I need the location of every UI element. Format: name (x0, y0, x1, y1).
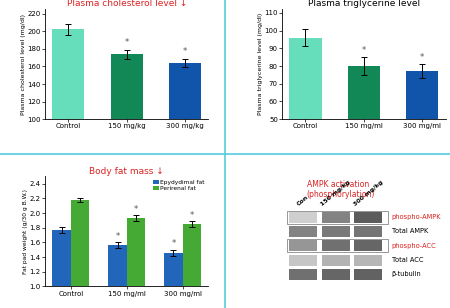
Text: *: * (134, 205, 138, 214)
Bar (322, 226, 350, 237)
Bar (322, 269, 350, 280)
Bar (322, 212, 350, 223)
Bar (354, 254, 382, 265)
Text: Con: Con (297, 195, 310, 207)
Bar (53, 230, 71, 308)
Bar (53, 30, 85, 207)
Bar (127, 218, 145, 308)
Text: 300 mg/kg: 300 mg/kg (352, 180, 384, 207)
Bar (406, 71, 438, 208)
Bar (108, 245, 127, 308)
Text: phospho-AMPK: phospho-AMPK (392, 214, 441, 220)
Bar (289, 212, 317, 223)
Text: Total AMPK: Total AMPK (392, 229, 428, 234)
Text: *: * (362, 47, 366, 55)
Title: Body fat mass ↓: Body fat mass ↓ (90, 167, 164, 176)
Bar (289, 240, 317, 251)
Y-axis label: Plasma cholesterol level (mg/dl): Plasma cholesterol level (mg/dl) (21, 14, 26, 115)
Text: Total ACC: Total ACC (392, 257, 423, 263)
Text: *: * (171, 239, 176, 248)
Bar (183, 224, 201, 308)
Text: *: * (420, 54, 424, 63)
Bar (354, 226, 382, 237)
Bar (289, 254, 317, 265)
Bar (71, 200, 89, 308)
Text: AMPK activation
(phosphorylation): AMPK activation (phosphorylation) (306, 180, 375, 199)
Bar (322, 240, 350, 251)
Legend: Epydydimal fat, Perirenal fat: Epydydimal fat, Perirenal fat (153, 179, 206, 192)
Text: phospho-ACC: phospho-ACC (392, 243, 436, 249)
Bar (289, 226, 317, 237)
Y-axis label: Plasma triglycerine level (mg/dl): Plasma triglycerine level (mg/dl) (258, 13, 263, 116)
Bar (289, 38, 321, 208)
Text: *: * (115, 232, 120, 241)
Y-axis label: Fat pad weight (g/30 g B.W.): Fat pad weight (g/30 g B.W.) (23, 189, 28, 274)
Title: Plasma triglycerine level: Plasma triglycerine level (308, 0, 420, 8)
Text: β-tubulin: β-tubulin (392, 271, 421, 277)
Bar (164, 253, 183, 308)
Bar (348, 66, 380, 208)
Bar (111, 54, 143, 207)
Text: 150 mg/kg: 150 mg/kg (320, 180, 351, 207)
Text: *: * (125, 38, 129, 47)
Bar (354, 240, 382, 251)
Bar (354, 269, 382, 280)
Bar (322, 254, 350, 265)
Bar (354, 212, 382, 223)
Title: Plasma cholesterol level ↓: Plasma cholesterol level ↓ (67, 0, 187, 8)
Text: *: * (190, 211, 194, 220)
Bar (289, 269, 317, 280)
Text: *: * (183, 47, 187, 56)
Bar (169, 63, 201, 207)
